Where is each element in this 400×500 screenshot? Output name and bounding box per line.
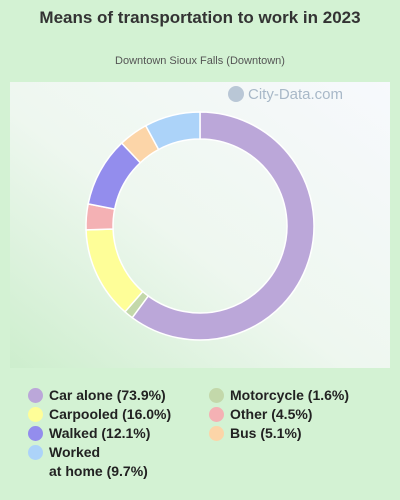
chart-subtitle: Downtown Sioux Falls (Downtown) xyxy=(115,55,285,67)
chart-title: Means of transportation to work in 2023 xyxy=(39,8,361,27)
donut-slice-car-alone xyxy=(131,111,315,341)
watermark-text: City-Data.com xyxy=(248,86,344,103)
watermark: City-Data.com xyxy=(228,86,343,103)
magnifier-icon xyxy=(228,86,244,102)
donut-slice-worked-at-home xyxy=(144,111,201,151)
donut-slice-carpooled xyxy=(85,228,144,313)
